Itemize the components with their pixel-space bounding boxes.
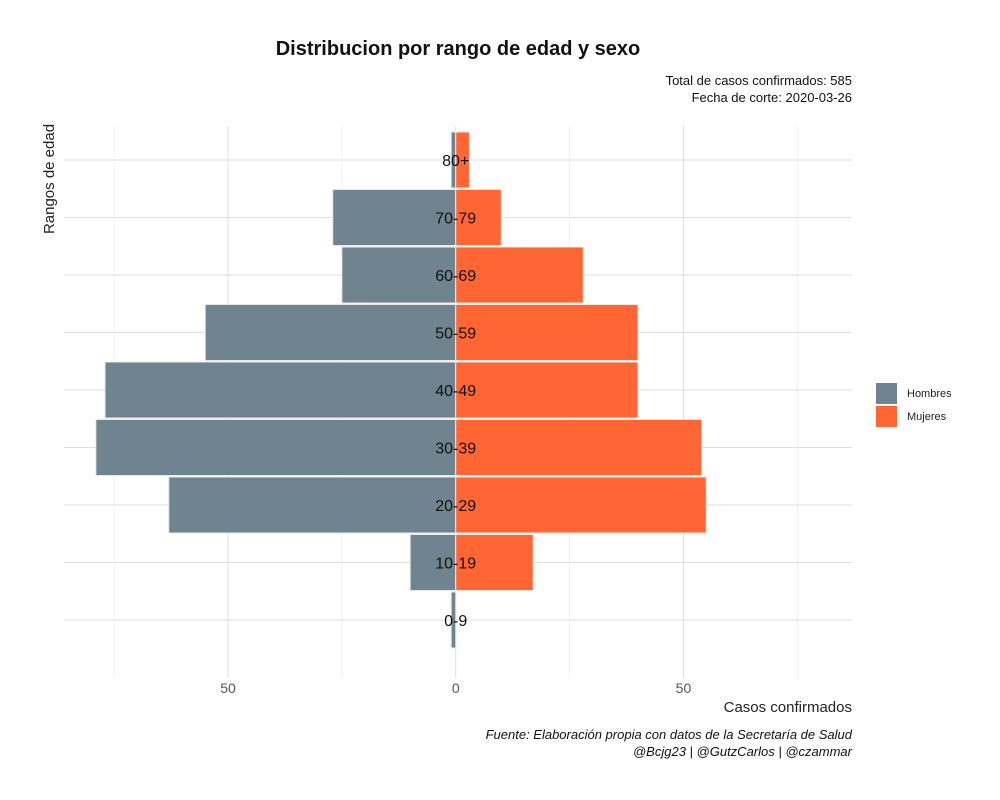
bar-mujeres-70-79 (455, 189, 502, 246)
bar-mujeres-10-19 (455, 534, 534, 591)
category-label: 30-39 (435, 441, 476, 458)
category-label: 0-9 (444, 613, 467, 630)
category-label: 20-29 (435, 498, 476, 515)
bar-mujeres-50-59 (455, 304, 639, 361)
bar-hombres-70-79 (332, 189, 457, 246)
bar-hombres-50-59 (204, 304, 457, 361)
bar-mujeres-30-39 (455, 419, 703, 476)
bar-hombres-40-49 (104, 361, 457, 419)
bar-hombres-30-39 (95, 419, 457, 476)
category-label: 40-49 (435, 383, 476, 400)
legend-item-hombres: Hombres (876, 382, 952, 405)
caption-authors: @Bcjg23 | @GutzCarlos | @czammar (632, 744, 852, 759)
legend-item-mujeres: Mujeres (876, 405, 952, 428)
bar-hombres-20-29 (168, 476, 457, 534)
category-label: 50-59 (435, 326, 476, 343)
legend-swatch-hombres (876, 383, 897, 404)
caption-source: Fuente: Elaboración propia con datos de … (485, 727, 852, 742)
bar-mujeres-20-29 (455, 476, 707, 534)
bar-mujeres-60-69 (455, 246, 584, 304)
subtitle-date: Fecha de corte: 2020-03-26 (691, 90, 852, 105)
category-label: 60-69 (435, 268, 476, 285)
x-tick-label: 0 (452, 680, 460, 696)
category-label: 10-19 (435, 556, 476, 573)
y-axis-label: Rangos de edad (41, 124, 58, 234)
category-label: 70-79 (435, 211, 476, 228)
legend: Hombres Mujeres (876, 382, 952, 428)
legend-label-mujeres: Mujeres (907, 410, 947, 423)
chart-caption: Fuente: Elaboración propia con datos de … (486, 726, 852, 760)
category-labels: 0-9 10-19 20-29 30-39 40-49 50-59 60-69 70-79 80… (435, 153, 476, 630)
bar-hombres-10-19 (409, 534, 457, 591)
bars (95, 131, 707, 649)
category-label: 80+ (442, 153, 469, 170)
bar-mujeres-40-49 (455, 361, 639, 419)
chart-title: Distribucion por rango de edad y sexo (275, 38, 641, 60)
legend-swatch-mujeres (876, 406, 897, 427)
bar-mujeres-80+ (455, 131, 470, 189)
x-tick-label: 50 (220, 680, 236, 696)
legend-label-hombres: Hombres (907, 387, 952, 400)
subtitle-total: Total de casos confirmados: 585 (665, 73, 852, 88)
chart-subtitle: Total de casos confirmados: 585 Fecha de… (666, 72, 852, 106)
x-tick-label: 50 (676, 680, 692, 696)
bar-hombres-0-9 (450, 591, 457, 649)
x-axis-label: Casos confirmados (724, 699, 852, 716)
x-axis-ticks: 50 0 50 (220, 680, 691, 696)
